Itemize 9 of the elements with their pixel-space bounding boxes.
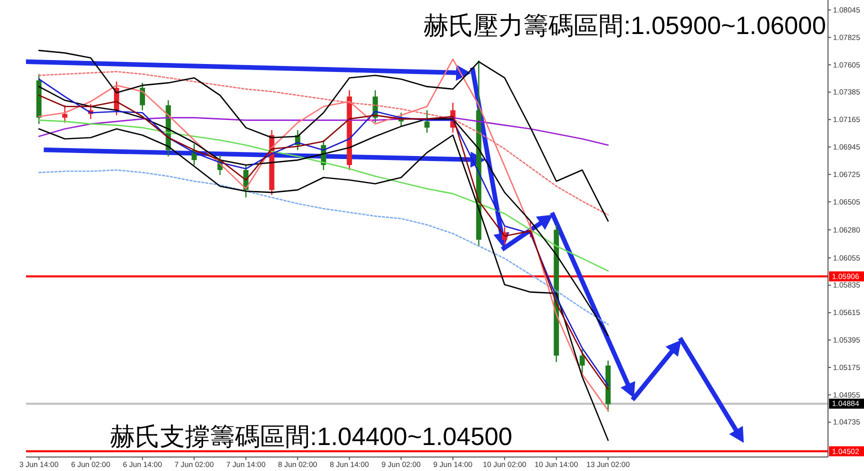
candlestick [62,104,68,124]
annotation: 赫氏壓力籌碼區間:1.05900~1.06000 [424,12,826,40]
candlestick [580,348,585,375]
line-series [38,50,609,222]
candlestick [424,110,430,134]
line-series [38,169,609,326]
annotation: 赫氏支撐籌碼區間:1.04400~1.04500 [110,423,512,451]
line-series [38,70,609,216]
line-series [38,120,609,272]
